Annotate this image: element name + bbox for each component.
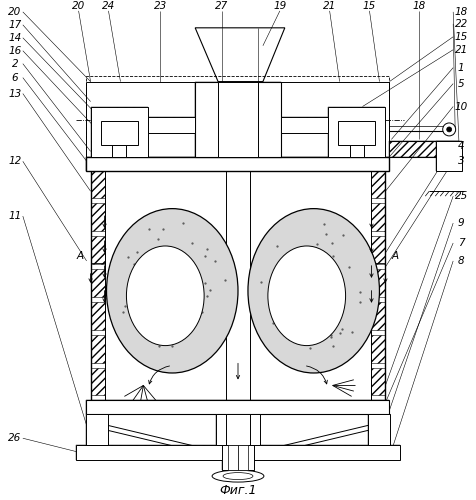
Text: 18: 18: [413, 1, 426, 11]
Bar: [228, 445, 238, 470]
Bar: [86, 76, 389, 158]
Bar: [226, 414, 250, 445]
Bar: [112, 146, 127, 158]
Bar: [90, 106, 149, 158]
Text: 27: 27: [216, 1, 228, 11]
Text: 12: 12: [8, 156, 21, 166]
Text: 21: 21: [323, 1, 336, 11]
Text: 13: 13: [8, 88, 21, 99]
Bar: [149, 118, 195, 134]
Text: 6: 6: [11, 72, 18, 83]
Text: 16: 16: [8, 46, 21, 56]
Text: 11: 11: [8, 211, 21, 221]
Text: 14: 14: [8, 33, 21, 43]
Bar: [86, 414, 108, 445]
Bar: [86, 400, 389, 414]
Text: 15: 15: [455, 32, 468, 42]
Text: 25: 25: [455, 191, 468, 201]
Text: 8: 8: [458, 256, 465, 266]
Text: 4: 4: [458, 142, 465, 152]
Text: 7: 7: [458, 238, 465, 248]
Text: 19: 19: [273, 1, 287, 11]
Bar: [337, 122, 376, 146]
Text: Фиг.1: Фиг.1: [219, 484, 257, 496]
Text: 26: 26: [8, 433, 21, 443]
Text: 15: 15: [363, 1, 376, 11]
Bar: [222, 445, 254, 470]
Text: 1: 1: [458, 62, 465, 72]
Text: 21: 21: [455, 44, 468, 54]
Bar: [216, 414, 260, 445]
Text: 20: 20: [72, 1, 85, 11]
Circle shape: [446, 127, 452, 132]
Text: 2: 2: [11, 58, 18, 68]
Text: 22: 22: [455, 19, 468, 29]
Text: A: A: [77, 251, 84, 261]
Text: 17: 17: [8, 20, 21, 30]
Bar: [218, 82, 258, 158]
Ellipse shape: [248, 208, 379, 373]
Bar: [368, 414, 390, 445]
Circle shape: [443, 123, 456, 136]
Text: 20: 20: [8, 7, 21, 17]
Text: 24: 24: [102, 1, 115, 11]
Ellipse shape: [268, 246, 346, 346]
Text: 3: 3: [458, 156, 465, 166]
Text: A: A: [392, 251, 399, 261]
Text: 10: 10: [455, 102, 468, 112]
Text: 18: 18: [455, 7, 468, 17]
Bar: [100, 122, 139, 146]
Bar: [238, 445, 248, 470]
Bar: [76, 445, 400, 460]
Bar: [349, 146, 364, 158]
Bar: [281, 118, 327, 134]
Ellipse shape: [107, 208, 238, 373]
Text: 9: 9: [458, 218, 465, 228]
Bar: [195, 82, 281, 158]
Text: 5: 5: [458, 78, 465, 88]
Ellipse shape: [127, 246, 204, 346]
Bar: [86, 158, 389, 172]
Bar: [436, 142, 462, 172]
Bar: [327, 106, 386, 158]
Text: 23: 23: [154, 1, 167, 11]
